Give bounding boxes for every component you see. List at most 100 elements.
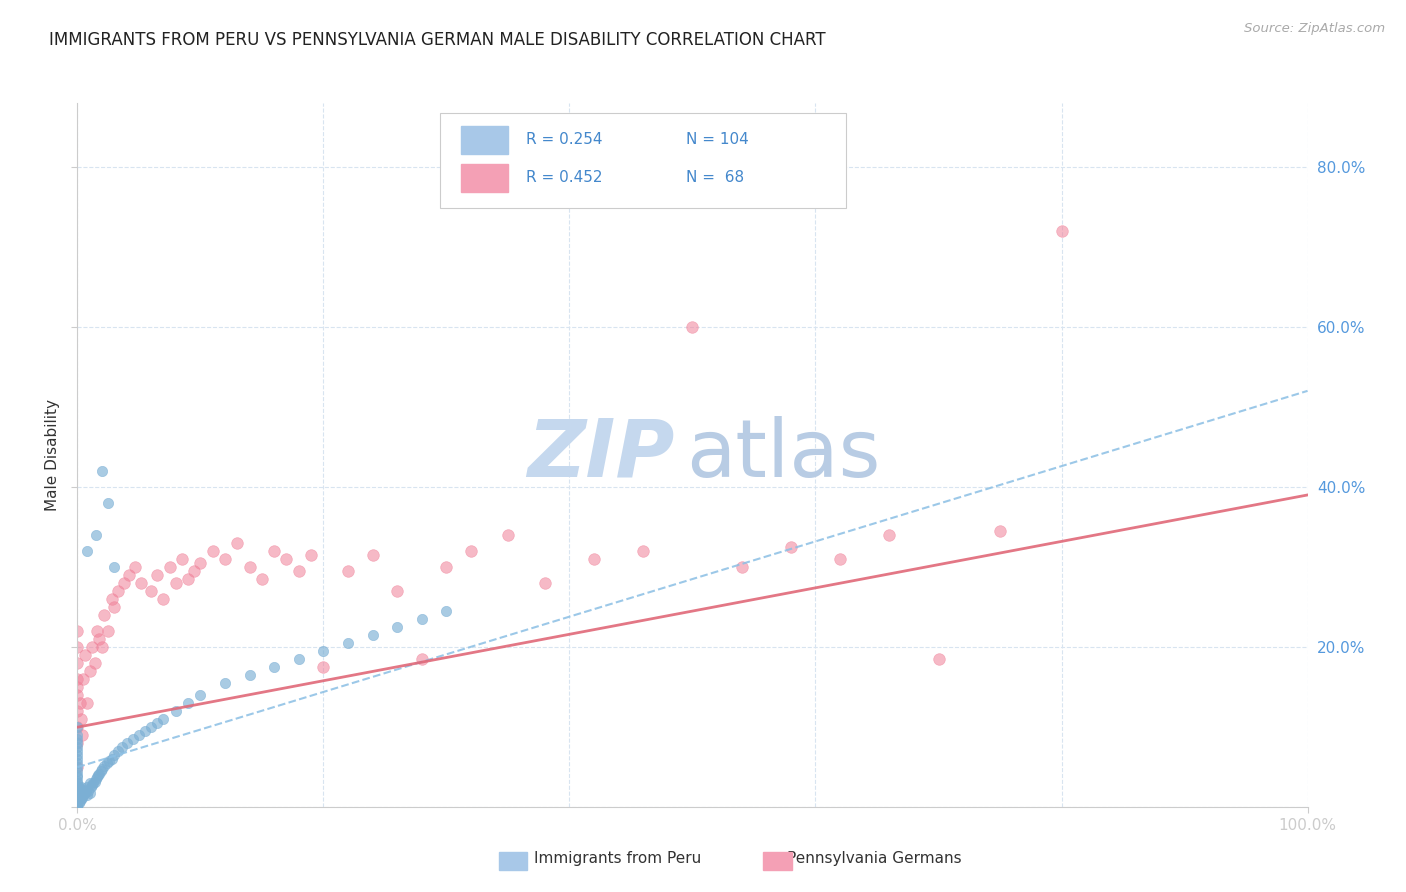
Point xyxy=(66,656,89,670)
Point xyxy=(76,696,98,710)
Point xyxy=(93,758,115,772)
Point xyxy=(361,548,384,562)
Point xyxy=(66,782,89,797)
Point xyxy=(134,724,156,739)
Point xyxy=(82,778,104,792)
Point xyxy=(90,640,114,654)
Point xyxy=(83,774,105,789)
Point xyxy=(103,600,125,615)
Point xyxy=(177,696,200,710)
Point xyxy=(115,736,138,750)
Point xyxy=(70,784,93,798)
Point xyxy=(830,552,852,566)
Point xyxy=(988,524,1011,538)
Point xyxy=(263,660,285,674)
Point xyxy=(288,652,311,666)
Point xyxy=(1050,224,1073,238)
Point xyxy=(177,572,200,586)
Point xyxy=(496,528,519,542)
Point xyxy=(66,792,89,806)
Point xyxy=(112,576,135,591)
Point xyxy=(214,552,236,566)
Point xyxy=(82,776,104,790)
Point xyxy=(190,688,212,702)
Point xyxy=(66,773,89,788)
Point xyxy=(66,740,89,755)
Point xyxy=(89,632,111,646)
Point xyxy=(70,712,93,726)
Point xyxy=(66,728,89,742)
Point xyxy=(146,716,169,731)
Point xyxy=(86,624,108,639)
Point xyxy=(66,768,89,782)
Point xyxy=(66,797,89,811)
Point xyxy=(90,764,112,779)
Point xyxy=(312,644,335,658)
Point xyxy=(66,800,89,814)
FancyBboxPatch shape xyxy=(440,113,846,209)
Point xyxy=(79,776,101,790)
Point xyxy=(66,800,89,814)
Point xyxy=(146,568,169,582)
Point xyxy=(534,576,557,591)
Point xyxy=(76,544,98,558)
Point xyxy=(66,794,89,808)
Point xyxy=(183,564,205,578)
Point xyxy=(411,652,433,666)
Point xyxy=(77,784,100,798)
Point xyxy=(79,786,101,800)
Point xyxy=(263,544,285,558)
Point xyxy=(66,784,89,798)
Y-axis label: Male Disability: Male Disability xyxy=(45,399,60,511)
Point xyxy=(460,544,482,558)
Point xyxy=(288,564,311,578)
Point xyxy=(165,704,187,718)
Point xyxy=(141,584,163,599)
Point xyxy=(66,764,89,779)
Point xyxy=(682,319,704,334)
Point xyxy=(66,776,89,790)
Point xyxy=(66,800,89,814)
Text: R = 0.452: R = 0.452 xyxy=(526,170,603,186)
Point xyxy=(276,552,298,566)
Point xyxy=(70,790,93,805)
Point xyxy=(436,604,458,618)
Point xyxy=(69,696,91,710)
FancyBboxPatch shape xyxy=(461,126,508,154)
Point xyxy=(72,789,94,803)
Text: N =  68: N = 68 xyxy=(686,170,744,186)
Point xyxy=(121,732,143,747)
Point xyxy=(73,648,96,662)
Point xyxy=(411,612,433,626)
Point xyxy=(66,789,89,803)
Point xyxy=(337,564,360,578)
Point xyxy=(141,720,163,734)
Point xyxy=(72,782,94,797)
Point xyxy=(84,528,107,542)
Point xyxy=(69,782,91,797)
Point xyxy=(66,787,89,801)
Point xyxy=(67,780,90,795)
Point xyxy=(66,640,89,654)
Point xyxy=(76,789,98,803)
Point xyxy=(111,740,132,755)
Point xyxy=(66,624,89,639)
Point xyxy=(201,544,224,558)
Point xyxy=(87,768,110,782)
Point xyxy=(66,688,89,702)
Point xyxy=(312,660,335,674)
Point xyxy=(124,560,146,574)
Point xyxy=(118,568,141,582)
Text: R = 0.254: R = 0.254 xyxy=(526,132,603,147)
Point xyxy=(250,572,273,586)
Point xyxy=(66,800,89,814)
Point xyxy=(107,584,129,599)
Point xyxy=(101,592,124,607)
Point xyxy=(128,728,150,742)
Point xyxy=(69,789,91,803)
Text: N = 104: N = 104 xyxy=(686,132,749,147)
Point xyxy=(66,680,89,694)
Point xyxy=(97,624,120,639)
Point xyxy=(66,748,89,763)
Point xyxy=(103,560,125,574)
